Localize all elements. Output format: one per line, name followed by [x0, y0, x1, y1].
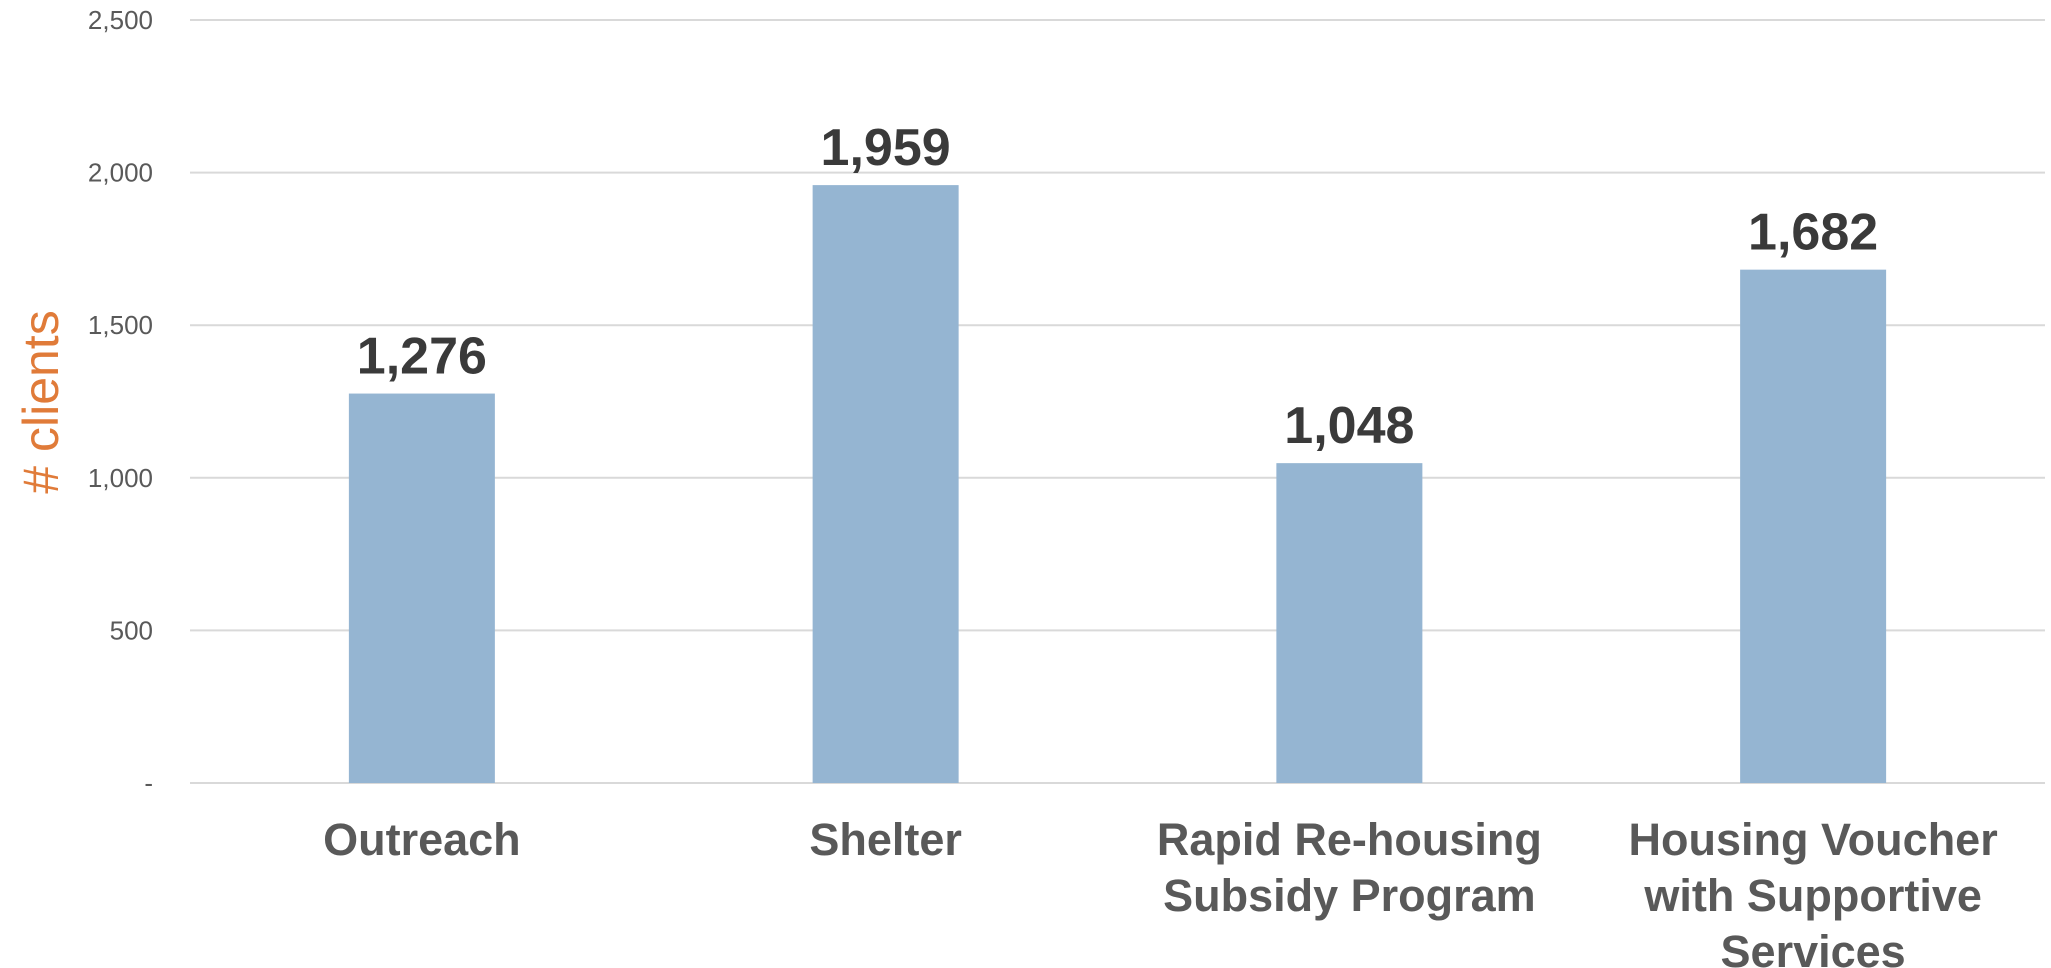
bar [812, 185, 959, 783]
category-label-line: Housing Voucher [1629, 814, 1998, 865]
y-tick-label: - [144, 768, 153, 798]
category-label-line: Outreach [323, 814, 521, 865]
y-tick-label: 1,000 [88, 463, 153, 493]
category-label: Outreach [323, 814, 521, 865]
category-label-line: with Supportive [1643, 870, 1982, 921]
y-axis-ticks: - 500 1,000 1,500 2,000 2,500 [88, 5, 153, 798]
data-label: 1,276 [357, 328, 487, 386]
bar [348, 393, 495, 783]
category-label-line: Shelter [809, 814, 962, 865]
x-axis-categories: Outreach Shelter Rapid Re-housing Subsidy P… [323, 814, 1998, 968]
category-label-line: Services [1721, 926, 1906, 968]
category-label: Rapid Re-housing Subsidy Program [1157, 814, 1542, 921]
bars [348, 185, 1887, 784]
y-tick-label: 2,500 [88, 5, 153, 35]
category-label: Shelter [809, 814, 962, 865]
y-tick-label: 1,500 [88, 310, 153, 340]
category-label-line: Rapid Re-housing [1157, 814, 1542, 865]
bar [1276, 463, 1423, 783]
y-tick-label: 500 [110, 615, 153, 645]
data-label: 1,959 [821, 119, 951, 177]
category-label: Housing Voucher with Supportive Services [1629, 814, 1998, 968]
category-label-line: Subsidy Program [1163, 870, 1536, 921]
data-label: 1,682 [1748, 204, 1878, 262]
y-axis-title: # clients [13, 310, 69, 493]
y-tick-label: 2,000 [88, 158, 153, 188]
bar [1740, 269, 1887, 784]
gridlines [190, 19, 2045, 784]
data-labels: 1,276 1,959 1,048 1,682 [357, 119, 1878, 455]
data-label: 1,048 [1284, 397, 1414, 455]
